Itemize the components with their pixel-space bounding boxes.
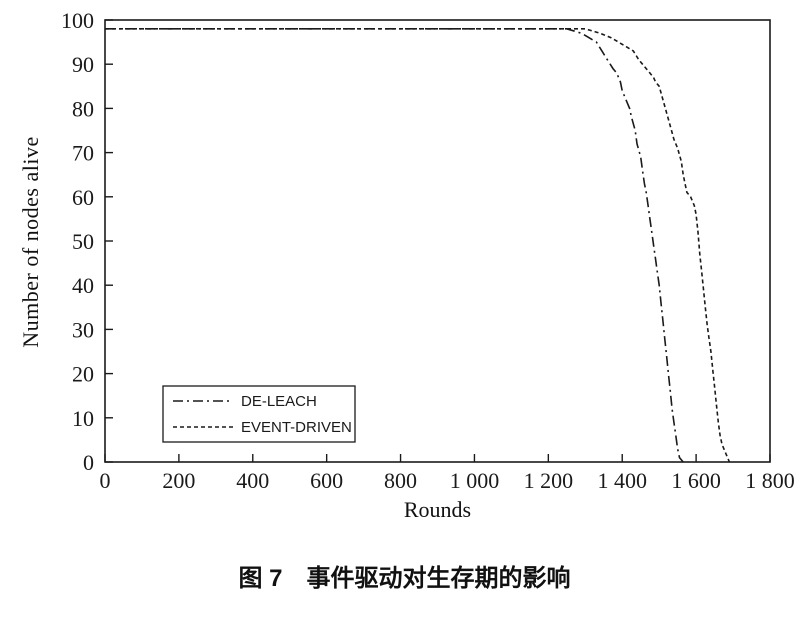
y-tick-label: 50 bbox=[72, 229, 94, 254]
y-tick-label: 40 bbox=[72, 273, 94, 298]
y-tick-label: 70 bbox=[72, 141, 94, 166]
x-tick-label: 1 800 bbox=[745, 468, 795, 493]
x-tick-label: 800 bbox=[384, 468, 417, 493]
x-tick-label: 1 600 bbox=[671, 468, 721, 493]
x-tick-label: 0 bbox=[100, 468, 111, 493]
x-tick-label: 400 bbox=[236, 468, 269, 493]
y-tick-label: 30 bbox=[72, 317, 94, 342]
x-tick-label: 600 bbox=[310, 468, 343, 493]
x-tick-label: 1 400 bbox=[597, 468, 647, 493]
x-tick-label: 200 bbox=[162, 468, 195, 493]
x-tick-label: 1 200 bbox=[524, 468, 574, 493]
legend-label: EVENT-DRIVEN bbox=[241, 419, 352, 436]
y-tick-label: 60 bbox=[72, 185, 94, 210]
y-tick-label: 80 bbox=[72, 96, 94, 121]
legend-label: DE-LEACH bbox=[241, 393, 317, 410]
figure-caption: 图 7 事件驱动对生存期的影响 bbox=[238, 565, 571, 592]
series-line-de-leach bbox=[105, 27, 684, 463]
x-axis-label: Rounds bbox=[403, 497, 472, 522]
chart-svg: 0 200 400 600 800 1 000 1 200 1 400 1 600 1 800 0 1… bbox=[61, 8, 795, 493]
y-tick-label: 0 bbox=[83, 450, 94, 475]
legend-box bbox=[162, 385, 356, 443]
y-tick-label: 20 bbox=[72, 362, 94, 387]
y-tick-label: 100 bbox=[61, 8, 94, 33]
y-axis-label: Number of nodes alive bbox=[18, 136, 43, 348]
y-tick-label: 90 bbox=[72, 52, 94, 77]
y-tick-label: 10 bbox=[72, 406, 94, 431]
series-line-event-driven bbox=[105, 27, 731, 463]
x-tick-label: 1 000 bbox=[450, 468, 500, 493]
